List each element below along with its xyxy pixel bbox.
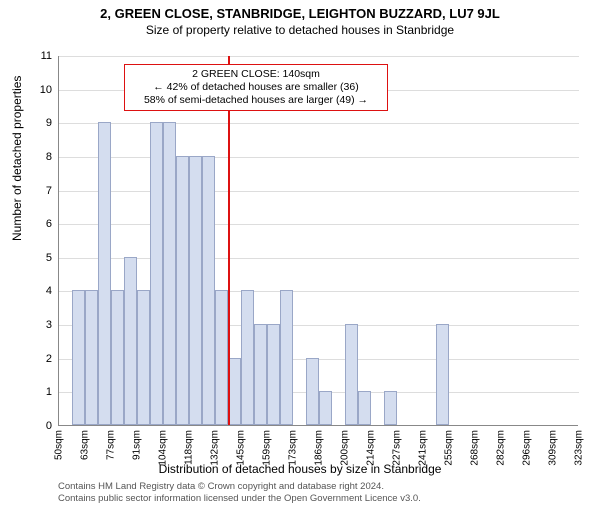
gridline bbox=[59, 224, 579, 225]
x-tick-label: 77sqm bbox=[106, 430, 117, 460]
y-tick-label: 2 bbox=[30, 353, 52, 365]
footer-line-1: Contains HM Land Registry data © Crown c… bbox=[58, 481, 580, 492]
y-tick-label: 4 bbox=[30, 285, 52, 297]
histogram-bar bbox=[202, 156, 215, 425]
x-tick-label: 159sqm bbox=[262, 430, 273, 466]
x-tick-label: 227sqm bbox=[392, 430, 403, 466]
x-tick-label: 309sqm bbox=[548, 430, 559, 466]
x-tick-label: 186sqm bbox=[314, 430, 325, 466]
gridline bbox=[59, 191, 579, 192]
y-tick-label: 0 bbox=[30, 420, 52, 432]
x-tick-label: 241sqm bbox=[418, 430, 429, 466]
x-tick-label: 63sqm bbox=[80, 430, 91, 460]
histogram-bar bbox=[280, 290, 293, 425]
x-tick-label: 296sqm bbox=[522, 430, 533, 466]
y-tick-label: 8 bbox=[30, 151, 52, 163]
histogram-bar bbox=[241, 290, 254, 425]
y-tick-label: 9 bbox=[30, 117, 52, 129]
y-tick-label: 3 bbox=[30, 319, 52, 331]
gridline bbox=[59, 157, 579, 158]
histogram-chart: 0123456789101150sqm63sqm77sqm91sqm104sqm… bbox=[58, 56, 578, 426]
histogram-bar bbox=[345, 324, 358, 425]
histogram-bar bbox=[267, 324, 280, 425]
gridline bbox=[59, 56, 579, 57]
x-tick-label: 50sqm bbox=[54, 430, 65, 460]
histogram-bar bbox=[254, 324, 267, 425]
x-axis-label: Distribution of detached houses by size … bbox=[0, 462, 600, 476]
histogram-bar bbox=[124, 257, 137, 425]
histogram-bar bbox=[189, 156, 202, 425]
y-tick-label: 10 bbox=[30, 84, 52, 96]
histogram-bar bbox=[319, 391, 332, 425]
y-axis-label: Number of detached properties bbox=[10, 76, 24, 241]
x-tick-label: 200sqm bbox=[340, 430, 351, 466]
x-tick-label: 104sqm bbox=[158, 430, 169, 466]
x-tick-label: 255sqm bbox=[444, 430, 455, 466]
histogram-bar bbox=[150, 122, 163, 425]
histogram-bar bbox=[72, 290, 85, 425]
footer-attribution: Contains HM Land Registry data © Crown c… bbox=[58, 481, 580, 504]
y-tick-label: 1 bbox=[30, 386, 52, 398]
plot-area: 0123456789101150sqm63sqm77sqm91sqm104sqm… bbox=[58, 56, 578, 426]
histogram-bar bbox=[163, 122, 176, 425]
y-tick-label: 11 bbox=[30, 50, 52, 62]
histogram-bar bbox=[176, 156, 189, 425]
annotation-box: 2 GREEN CLOSE: 140sqm← 42% of detached h… bbox=[124, 64, 388, 111]
histogram-bar bbox=[111, 290, 124, 425]
histogram-bar bbox=[137, 290, 150, 425]
histogram-bar bbox=[215, 290, 228, 425]
annotation-line: ← 42% of detached houses are smaller (36… bbox=[131, 81, 381, 94]
y-tick-label: 7 bbox=[30, 185, 52, 197]
annotation-line: 58% of semi-detached houses are larger (… bbox=[131, 94, 381, 107]
x-tick-label: 323sqm bbox=[574, 430, 585, 466]
histogram-bar bbox=[98, 122, 111, 425]
x-tick-label: 118sqm bbox=[184, 430, 195, 465]
histogram-bar bbox=[436, 324, 449, 425]
x-tick-label: 282sqm bbox=[496, 430, 507, 466]
page-title: 2, GREEN CLOSE, STANBRIDGE, LEIGHTON BUZ… bbox=[0, 6, 600, 21]
footer-line-2: Contains public sector information licen… bbox=[58, 493, 580, 504]
page-subtitle: Size of property relative to detached ho… bbox=[0, 23, 600, 37]
x-tick-label: 268sqm bbox=[470, 430, 481, 466]
gridline bbox=[59, 258, 579, 259]
y-tick-label: 5 bbox=[30, 252, 52, 264]
x-tick-label: 132sqm bbox=[210, 430, 221, 466]
x-tick-label: 145sqm bbox=[236, 430, 247, 466]
histogram-bar bbox=[358, 391, 371, 425]
gridline bbox=[59, 123, 579, 124]
histogram-bar bbox=[85, 290, 98, 425]
annotation-line: 2 GREEN CLOSE: 140sqm bbox=[131, 68, 381, 81]
x-tick-label: 214sqm bbox=[366, 430, 377, 466]
histogram-bar bbox=[306, 358, 319, 425]
x-tick-label: 173sqm bbox=[288, 430, 299, 466]
histogram-bar bbox=[384, 391, 397, 425]
y-tick-label: 6 bbox=[30, 218, 52, 230]
x-tick-label: 91sqm bbox=[132, 430, 143, 460]
